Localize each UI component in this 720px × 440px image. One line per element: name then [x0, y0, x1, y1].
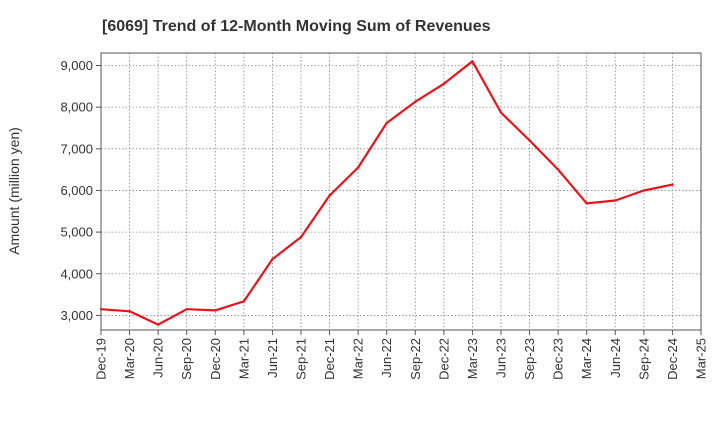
data-point	[328, 194, 331, 197]
data-point	[214, 309, 217, 312]
x-tick-label: Mar-25	[694, 338, 709, 379]
x-tick-label: Dec-22	[436, 338, 451, 380]
x-tick-label: Mar-20	[122, 338, 137, 379]
x-tick-label: Mar-24	[579, 338, 594, 379]
x-tick-label: Mar-21	[236, 338, 251, 379]
y-tick-label: 5,000	[60, 225, 93, 240]
x-tick-label: Jun-23	[494, 338, 509, 378]
data-point	[271, 257, 274, 261]
series-layer	[99, 60, 674, 326]
data-point	[128, 310, 131, 313]
y-tick-label: 9,000	[60, 58, 93, 73]
data-point	[671, 183, 674, 186]
grid-lines	[101, 53, 701, 330]
x-tick-label: Dec-19	[94, 338, 109, 380]
data-point	[356, 166, 360, 169]
data-point	[442, 82, 446, 86]
y-tick-label: 8,000	[60, 100, 93, 115]
x-tick-label: Jun-21	[265, 338, 280, 378]
y-axis-ticks: 3,000 4,000 5,000 6,000 7,000 8,000 9,000	[60, 58, 101, 323]
x-axis-ticks: Dec-19 Mar-20 Jun-20 Sep-20 Dec-20 Mar-21 Jun-…	[94, 330, 709, 380]
y-axis-label: Amount (million yen)	[6, 127, 22, 255]
x-tick-label: Sep-24	[636, 338, 651, 380]
x-tick-label: Sep-23	[522, 338, 537, 380]
data-point	[185, 307, 188, 311]
plot-area-frame	[100, 52, 702, 331]
data-point	[585, 202, 588, 205]
data-point	[556, 168, 560, 171]
x-tick-label: Sep-21	[294, 338, 309, 380]
y-tick-label: 7,000	[60, 141, 93, 156]
data-point	[528, 139, 531, 142]
data-point	[242, 300, 246, 303]
x-tick-label: Mar-23	[465, 338, 480, 379]
chart-title: [6069] Trend of 12-Month Moving Sum of R…	[102, 18, 491, 35]
data-point	[299, 235, 303, 239]
x-tick-label: Dec-23	[551, 338, 566, 380]
y-tick-label: 4,000	[60, 266, 93, 281]
data-point	[642, 189, 646, 192]
y-tick-label: 3,000	[60, 308, 93, 323]
x-tick-label: Mar-22	[351, 338, 366, 379]
data-point	[614, 199, 617, 202]
x-tick-label: Jun-22	[379, 338, 394, 378]
data-point	[471, 60, 474, 63]
data-point	[414, 100, 417, 103]
x-tick-label: Jun-24	[608, 338, 623, 378]
data-point	[385, 121, 388, 125]
y-tick-label: 6,000	[60, 183, 93, 198]
x-tick-label: Jun-20	[151, 338, 166, 378]
data-point	[499, 111, 503, 114]
x-tick-label: Dec-24	[665, 338, 680, 380]
x-tick-label: Sep-22	[408, 338, 423, 380]
x-tick-label: Dec-20	[208, 338, 223, 380]
x-tick-label: Dec-21	[322, 338, 337, 380]
data-point	[156, 323, 160, 326]
x-tick-label: Sep-20	[179, 338, 194, 380]
